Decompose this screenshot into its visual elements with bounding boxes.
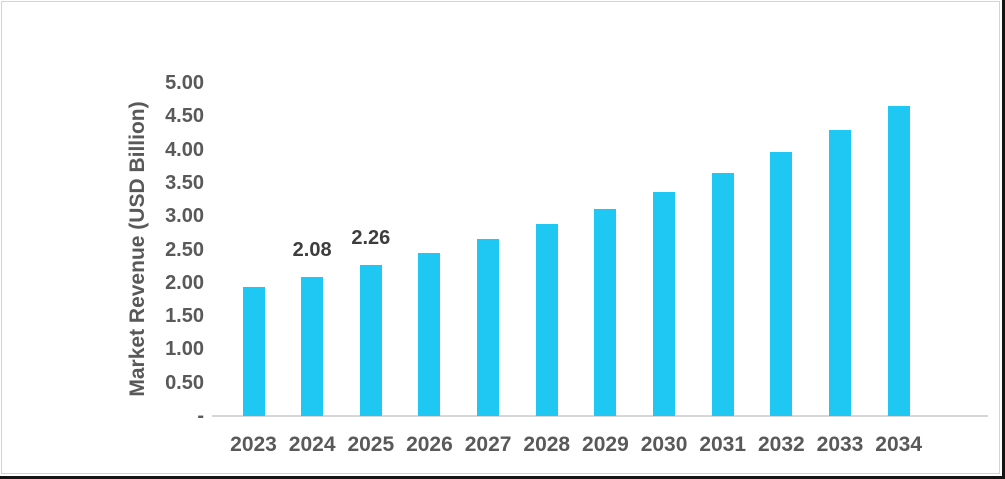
x-tick-label-2027: 2027 bbox=[464, 433, 512, 456]
bar-2024 bbox=[301, 277, 324, 416]
bar-2026 bbox=[418, 252, 441, 416]
x-tick-label-2034: 2034 bbox=[875, 433, 922, 456]
x-tick-label-2030: 2030 bbox=[640, 433, 688, 456]
bar-2028 bbox=[535, 224, 558, 416]
y-tick-label: 2.00 bbox=[165, 271, 204, 294]
y-tick-label: 4.00 bbox=[165, 138, 204, 161]
y-tick-label: 5.00 bbox=[165, 72, 204, 94]
y-tick-label: 0.50 bbox=[165, 371, 204, 394]
bar-2034 bbox=[887, 105, 910, 416]
y-tick-label: 3.00 bbox=[165, 205, 204, 228]
bar-value-label-2024: 2.08 bbox=[292, 239, 332, 262]
x-tick-label-2028: 2028 bbox=[523, 433, 571, 456]
x-tick-label-2029: 2029 bbox=[582, 433, 629, 456]
y-tick-label: 3.50 bbox=[165, 171, 204, 194]
x-tick-label-2026: 2026 bbox=[406, 433, 453, 456]
x-tick-label-2031: 2031 bbox=[699, 433, 747, 456]
y-tick-label: - bbox=[197, 405, 204, 427]
x-tick-label-2033: 2033 bbox=[816, 433, 864, 456]
y-tick-label: 4.50 bbox=[165, 105, 204, 128]
bar-2023 bbox=[242, 287, 265, 416]
y-tick-label: 1.00 bbox=[165, 338, 204, 361]
y-tick-label: 1.50 bbox=[165, 305, 204, 328]
x-tick-label-2024: 2024 bbox=[288, 433, 336, 456]
x-tick-label-2025: 2025 bbox=[347, 433, 395, 456]
bar-2029 bbox=[594, 208, 617, 416]
x-axis-line bbox=[212, 415, 988, 417]
bar-value-label-2025: 2.26 bbox=[351, 227, 391, 250]
bar-2031 bbox=[711, 172, 734, 416]
x-tick-label-2032: 2032 bbox=[757, 433, 805, 456]
bar-2030 bbox=[653, 191, 676, 416]
y-tick-label: 2.50 bbox=[165, 238, 204, 261]
bar-2027 bbox=[477, 238, 500, 416]
bar-2032 bbox=[770, 151, 793, 416]
x-tick-label-2023: 2023 bbox=[230, 433, 277, 456]
bar-2025 bbox=[359, 265, 382, 416]
bar-2033 bbox=[829, 130, 851, 416]
